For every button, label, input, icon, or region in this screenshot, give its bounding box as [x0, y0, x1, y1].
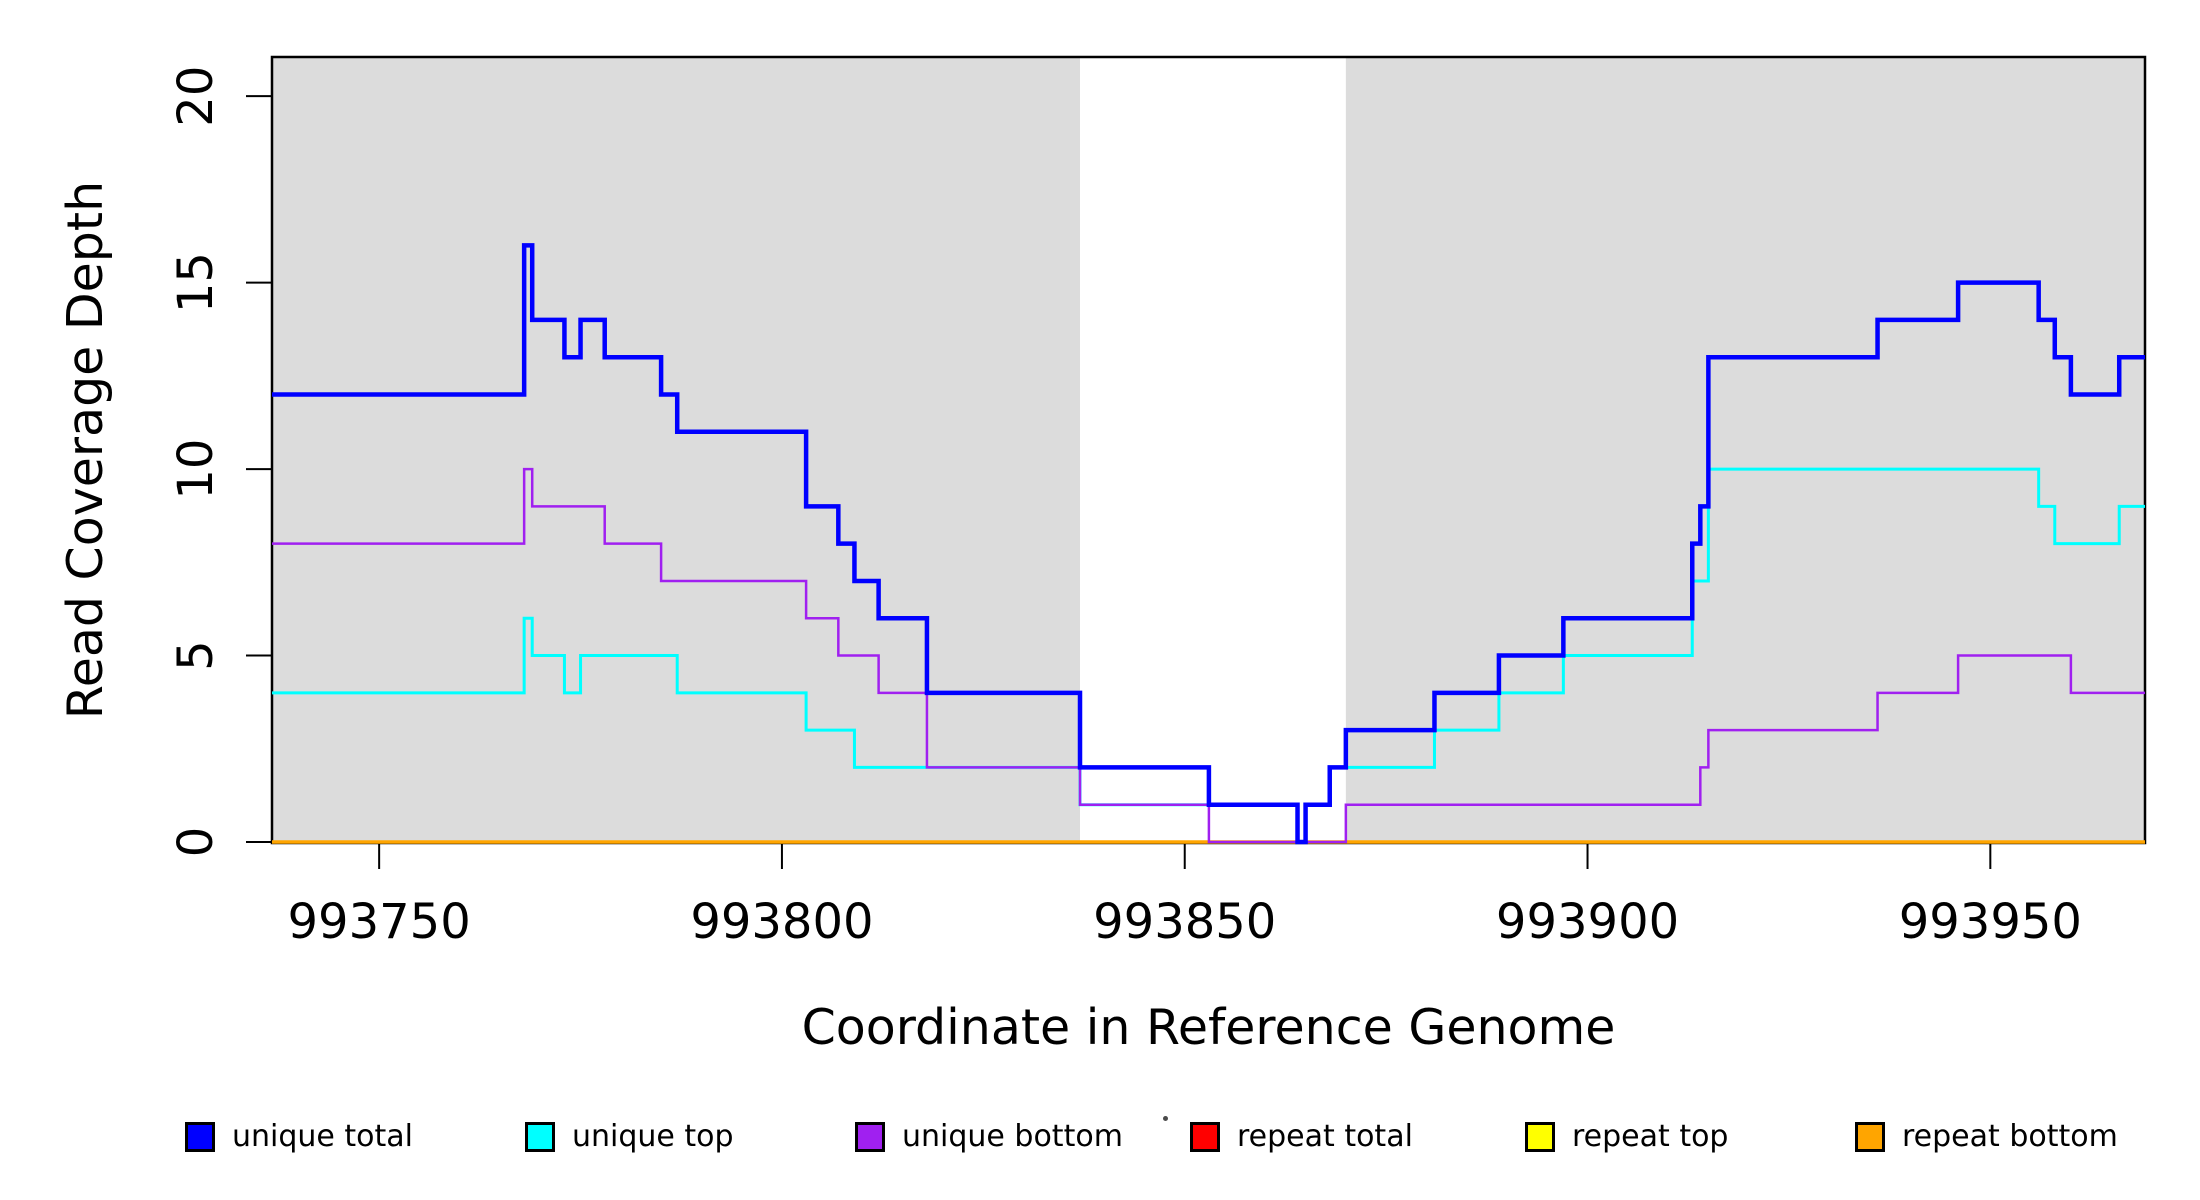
x-axis-tick-label: 993800: [690, 894, 873, 950]
unique-region-right-band: [1345, 57, 2145, 843]
series-line-unique-total: [272, 243, 2145, 845]
x-axis-tick-label: 993900: [1496, 894, 1679, 950]
legend-item-repeat-bottom: repeat bottom: [1855, 1122, 2118, 1152]
legend-swatch-unique-top: [525, 1122, 555, 1152]
legend-label: unique bottom: [902, 1119, 1123, 1154]
legend-label: unique total: [232, 1119, 414, 1154]
unique-region-left-band: [272, 57, 1081, 843]
y-axis-tick-label: 20: [168, 66, 224, 127]
x-axis-tick-label: 993850: [1093, 894, 1276, 950]
legend-label: repeat bottom: [1902, 1119, 2118, 1154]
x-axis-title: Coordinate in Reference Genome: [802, 999, 1616, 1056]
legend-swatch-repeat-top: [1525, 1122, 1555, 1152]
legend-swatch-repeat-total: [1190, 1122, 1220, 1152]
legend-item-unique-top: unique top: [525, 1122, 734, 1152]
legend-swatch-repeat-bottom: [1855, 1122, 1885, 1152]
legend-item-unique-bottom: unique bottom: [855, 1122, 1123, 1152]
legend-label: unique top: [572, 1119, 734, 1154]
series-line-unique-bottom: [272, 467, 2145, 844]
x-axis-tick-label: 993750: [288, 894, 471, 950]
y-axis-title: Read Coverage Depth: [57, 181, 114, 719]
legend-label: repeat total: [1237, 1119, 1413, 1154]
stray-dot-artifact: [1163, 1116, 1168, 1121]
legend-item-repeat-top: repeat top: [1525, 1122, 1728, 1152]
legend-item-repeat-total: repeat total: [1190, 1122, 1413, 1152]
x-axis-tick-label: 993950: [1899, 894, 2082, 950]
legend-swatch-unique-bottom: [855, 1122, 885, 1152]
legend-swatch-unique-total: [185, 1122, 215, 1152]
legend-label: repeat top: [1572, 1119, 1729, 1154]
y-axis-tick-label: 5: [168, 640, 224, 671]
legend-item-unique-total: unique total: [185, 1122, 413, 1152]
y-axis-tick-label: 15: [168, 252, 224, 313]
y-axis-tick-label: 10: [168, 439, 224, 500]
y-axis-tick-label: 0: [168, 827, 224, 858]
